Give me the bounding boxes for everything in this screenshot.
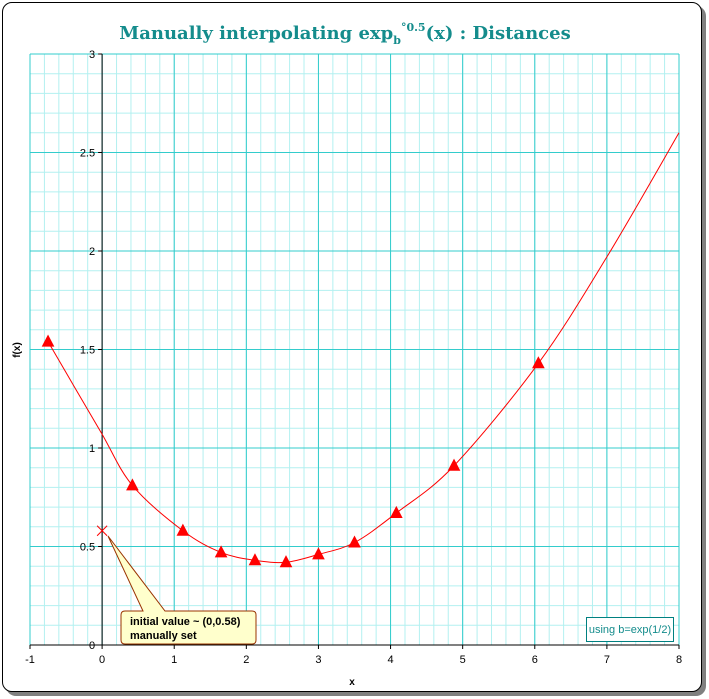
callout-line1: initial value ~ (0,0.58) xyxy=(130,616,241,628)
y-tick-label: 2.5 xyxy=(80,148,95,160)
x-tick-label: 0 xyxy=(99,654,105,666)
y-tick-label: 0.5 xyxy=(80,542,95,554)
data-point-triangle xyxy=(279,555,293,568)
title-main: Manually interpolating exp xyxy=(119,23,393,44)
title-tail: (x) : Distances xyxy=(426,23,571,44)
y-tick-label: 1 xyxy=(89,443,95,455)
major-grid xyxy=(29,53,680,646)
y-tick-label: 3 xyxy=(89,49,95,61)
callout-line2: manually set xyxy=(130,630,197,642)
data-point-triangle xyxy=(447,458,461,471)
x-tick-label: 3 xyxy=(315,654,321,666)
x-axis-label: x xyxy=(349,677,355,688)
callout: initial value ~ (0,0.58) manually set xyxy=(107,535,257,645)
note-box: using b=exp(1/2) xyxy=(586,617,674,642)
x-tick-label: 1 xyxy=(171,654,177,666)
chart-title: Manually interpolating expb°0.5(x) : Dis… xyxy=(119,21,570,47)
y-tick-label: 2 xyxy=(89,246,95,258)
callout-bubble xyxy=(107,535,257,645)
chart-frame xyxy=(2,2,702,692)
x-tick-label: 8 xyxy=(676,654,682,666)
initial-point-stroke xyxy=(96,525,108,537)
x-tick-label: -1 xyxy=(25,654,35,666)
data-point-triangle xyxy=(348,535,361,548)
data-point-triangle xyxy=(312,547,325,560)
x-tick-label: 4 xyxy=(387,654,393,666)
data-point-triangle xyxy=(176,523,190,536)
data-point-triangle xyxy=(532,356,545,369)
x-tick-label: 5 xyxy=(460,654,466,666)
axes xyxy=(29,53,680,649)
x-tick-label: 2 xyxy=(243,654,249,666)
y-axis-label: f(x) xyxy=(12,342,23,358)
series-layer xyxy=(41,132,680,568)
y-tick-label: 1.5 xyxy=(80,345,95,357)
data-point-triangle xyxy=(41,334,55,347)
title-subscript: b xyxy=(393,34,401,47)
data-point-triangle xyxy=(389,505,403,519)
title-superscript: °0.5 xyxy=(401,21,426,34)
data-point-triangle xyxy=(126,478,139,491)
data-point-triangle xyxy=(214,545,228,558)
initial-point-marker xyxy=(96,525,108,537)
tick-labels: -1 0 1 2 3 4 5 6 7 8 0 0.5 1 1.5 2 2.5 3 xyxy=(25,49,682,666)
x-tick-label: 7 xyxy=(604,654,610,666)
x-tick-label: 6 xyxy=(532,654,538,666)
series-curve xyxy=(47,132,680,564)
data-point-triangle xyxy=(248,553,262,566)
y-tick-label: 0 xyxy=(89,640,95,652)
